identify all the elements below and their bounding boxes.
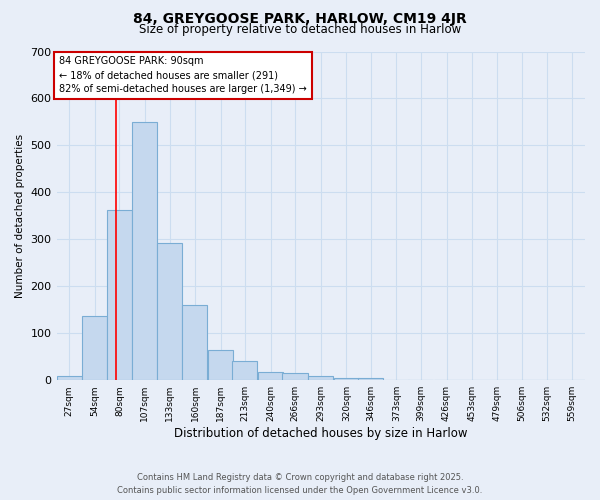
Bar <box>334 378 359 380</box>
Text: 84 GREYGOOSE PARK: 90sqm
← 18% of detached houses are smaller (291)
82% of semi-: 84 GREYGOOSE PARK: 90sqm ← 18% of detach… <box>59 56 307 94</box>
Bar <box>258 372 283 380</box>
Bar <box>283 373 308 380</box>
Bar <box>208 350 233 380</box>
Bar <box>232 362 257 380</box>
Bar <box>182 305 208 380</box>
Bar <box>56 376 82 380</box>
Bar <box>308 376 333 380</box>
Bar <box>358 378 383 380</box>
Bar <box>107 210 131 380</box>
Y-axis label: Number of detached properties: Number of detached properties <box>15 134 25 298</box>
Bar <box>132 122 157 380</box>
X-axis label: Distribution of detached houses by size in Harlow: Distribution of detached houses by size … <box>174 427 467 440</box>
Bar <box>82 316 107 380</box>
Bar <box>157 242 182 380</box>
Text: Size of property relative to detached houses in Harlow: Size of property relative to detached ho… <box>139 22 461 36</box>
Text: 84, GREYGOOSE PARK, HARLOW, CM19 4JR: 84, GREYGOOSE PARK, HARLOW, CM19 4JR <box>133 12 467 26</box>
Text: Contains HM Land Registry data © Crown copyright and database right 2025.
Contai: Contains HM Land Registry data © Crown c… <box>118 474 482 495</box>
